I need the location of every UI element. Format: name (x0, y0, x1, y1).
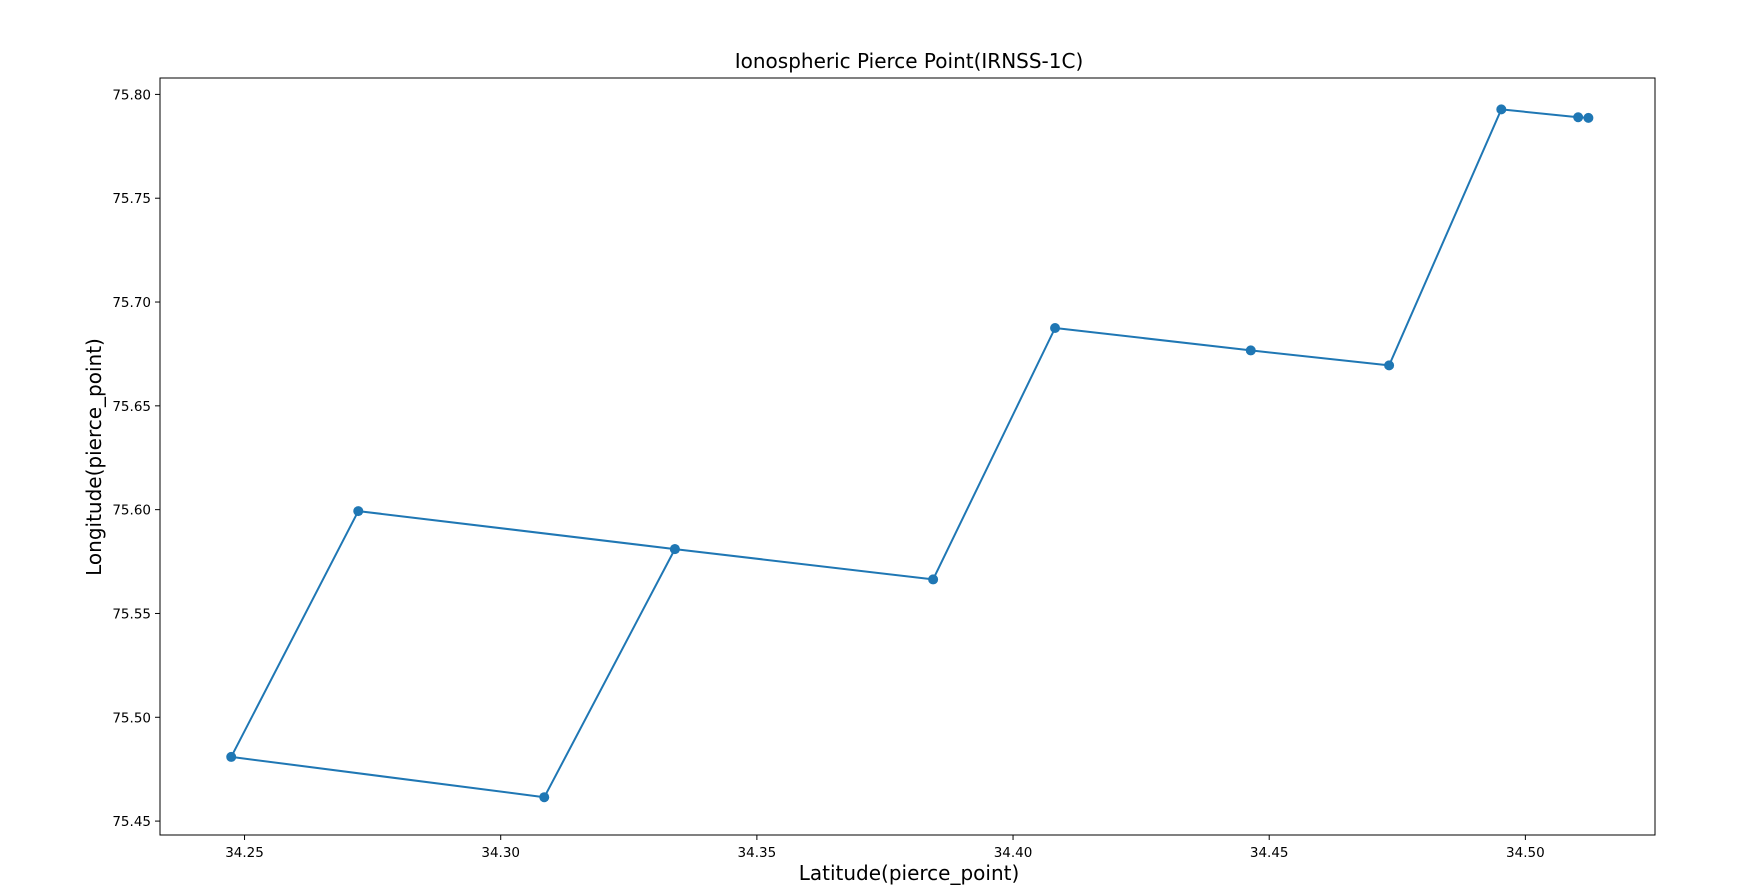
y-tick-label: 75.75 (112, 191, 151, 207)
x-tick-label: 34.45 (1250, 845, 1289, 861)
x-tick-label: 34.50 (1506, 845, 1545, 861)
y-axis-label: Longitude(pierce_point) (82, 338, 106, 576)
data-point (1573, 112, 1584, 123)
data-point (1050, 322, 1061, 333)
x-tick-label: 34.40 (994, 845, 1033, 861)
data-point (928, 574, 939, 585)
series-layer (226, 104, 1594, 803)
y-tick-label: 75.55 (112, 606, 151, 622)
data-point (1384, 360, 1395, 371)
y-tick-label: 75.50 (112, 710, 151, 726)
data-point (669, 544, 680, 555)
data-point (1583, 112, 1594, 123)
y-tick-label: 75.80 (112, 87, 151, 103)
plot-area (159, 77, 1656, 836)
data-point (1245, 345, 1256, 356)
x-tick-label: 34.25 (225, 845, 264, 861)
data-point (226, 751, 237, 762)
series-line (230, 108, 1589, 799)
x-tick-label: 34.35 (738, 845, 777, 861)
y-tick-label: 75.65 (112, 399, 151, 415)
y-tick-label: 75.45 (112, 814, 151, 830)
data-point (539, 792, 550, 803)
x-tick-label: 34.30 (481, 845, 520, 861)
data-point (353, 506, 364, 517)
y-axis-ticks: 75.45 75.50 75.55 75.60 75.65 75.70 75.75 75.80 (112, 87, 160, 830)
y-tick-label: 75.70 (112, 295, 151, 311)
data-point (1496, 104, 1507, 115)
x-axis-ticks: 34.25 34.30 34.35 34.40 34.45 34.50 (225, 835, 1545, 861)
x-axis-label: Latitude(pierce_point) (799, 861, 1020, 885)
y-tick-label: 75.60 (112, 503, 151, 519)
chart-title: Ionospheric Pierce Point(IRNSS-1C) (735, 49, 1084, 73)
